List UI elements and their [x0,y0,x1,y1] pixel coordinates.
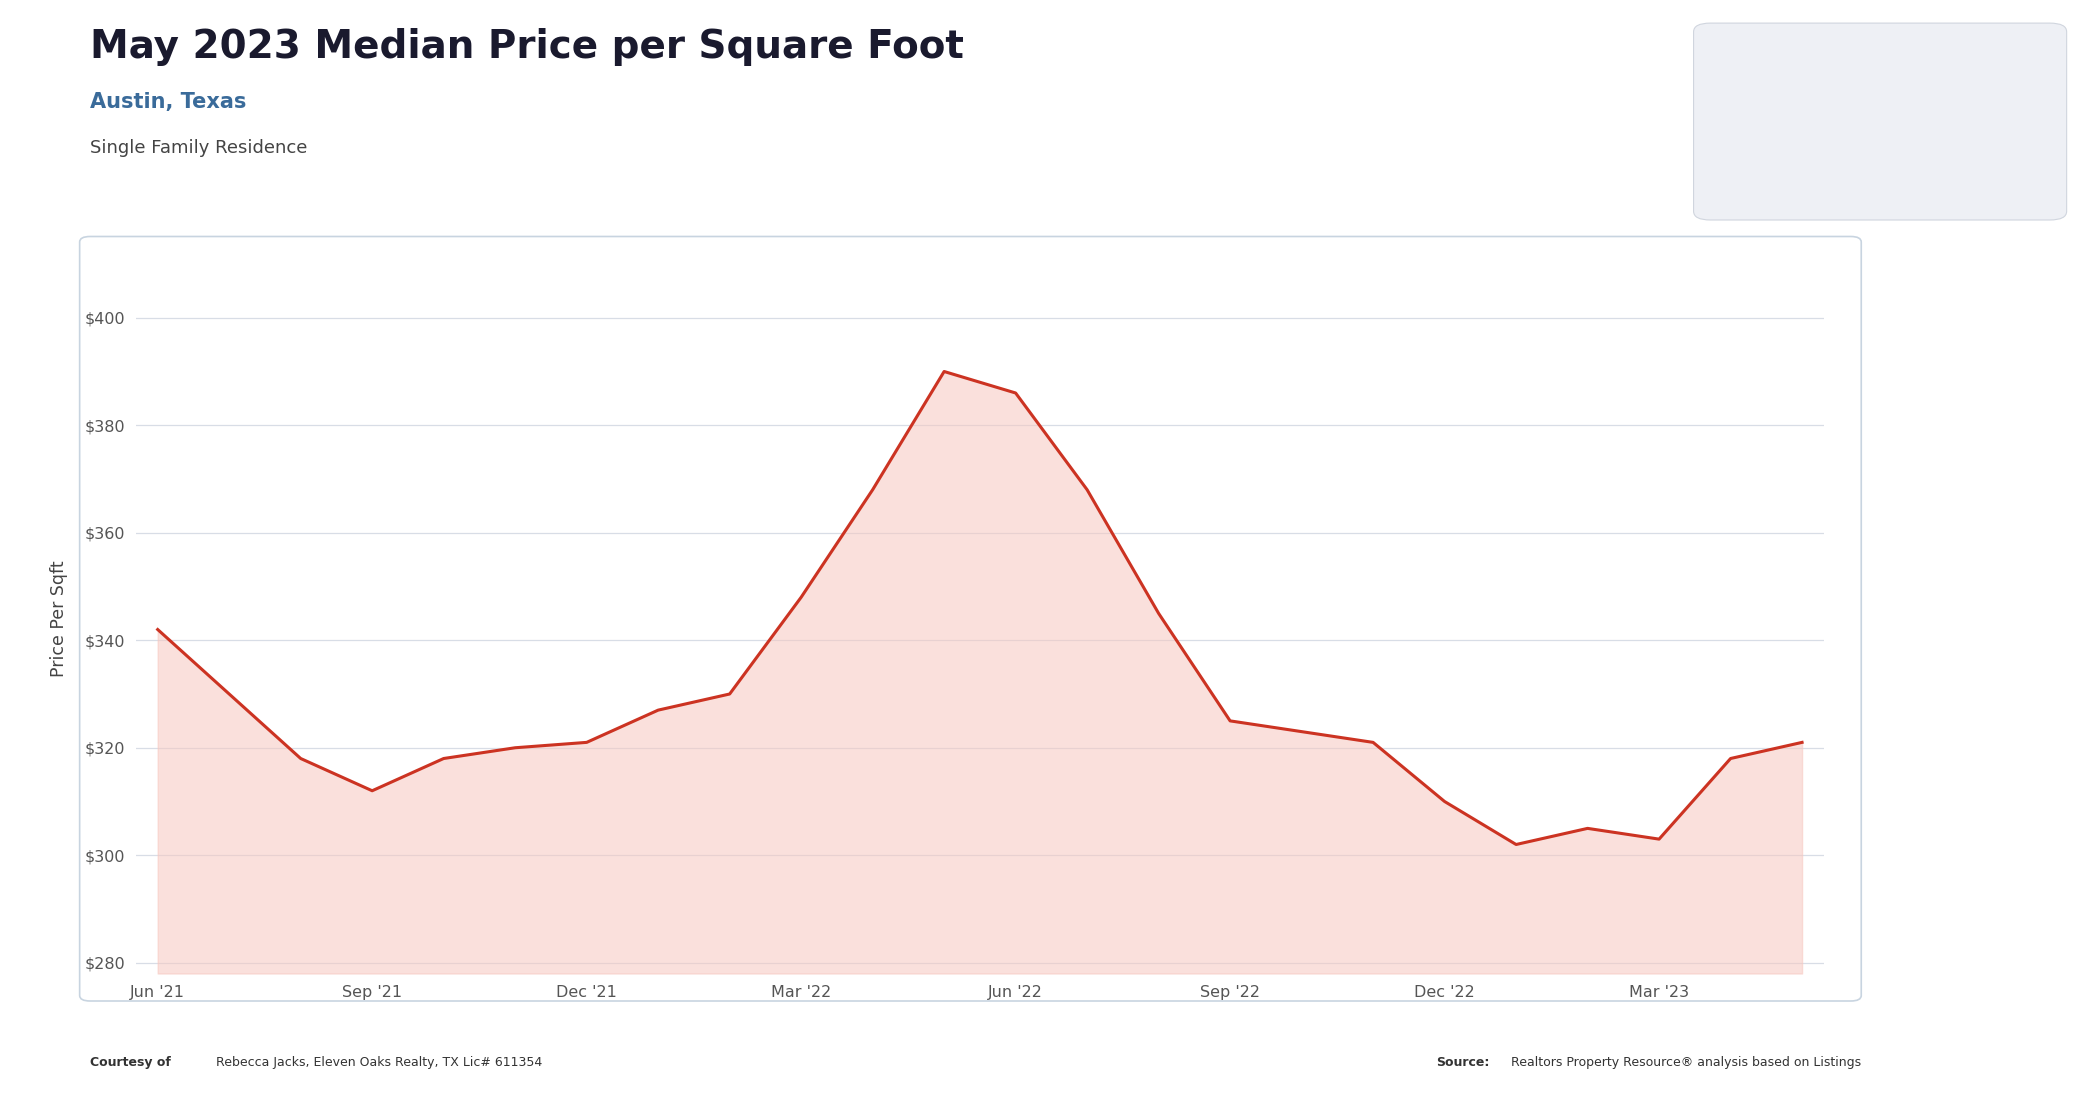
Text: May 2023 Median Price per Square Foot: May 2023 Median Price per Square Foot [90,28,964,66]
Text: Median $/Sqft: Median $/Sqft [1740,52,1865,67]
Text: $321: $321 [1740,96,1840,130]
Text: Source:: Source: [1436,1056,1488,1069]
Text: Single Family Residence: Single Family Residence [90,139,308,156]
Text: Courtesy of: Courtesy of [90,1056,172,1069]
Text: Austin, Texas: Austin, Texas [90,92,247,112]
Text: ⬇: ⬇ [1740,165,1752,180]
Text: 0.3% Month over Month: 0.3% Month over Month [1777,166,1943,180]
Text: Rebecca Jacks, Eleven Oaks Realty, TX Lic# 611354: Rebecca Jacks, Eleven Oaks Realty, TX Li… [212,1056,543,1069]
Text: Realtors Property Resource® analysis based on Listings: Realtors Property Resource® analysis bas… [1507,1056,1861,1069]
Y-axis label: Price Per Sqft: Price Per Sqft [50,560,67,678]
